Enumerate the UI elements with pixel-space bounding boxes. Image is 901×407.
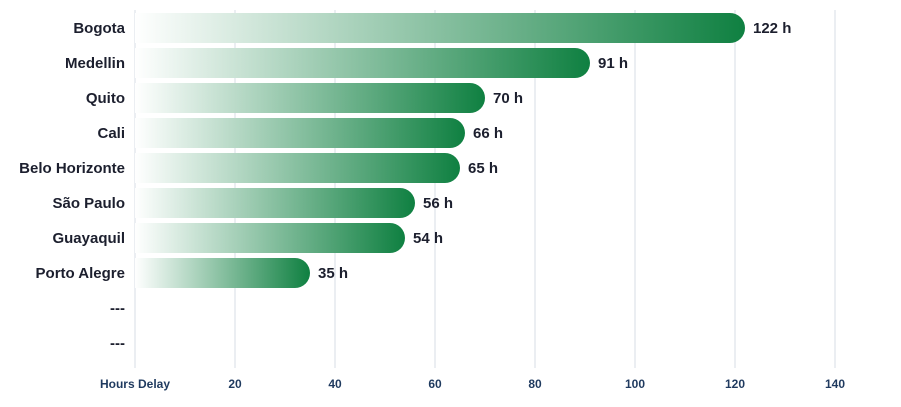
bar bbox=[135, 48, 590, 78]
data-label: 122 h bbox=[753, 20, 791, 37]
category-label: Belo Horizonte bbox=[19, 160, 125, 177]
x-tick-label: 40 bbox=[328, 377, 342, 391]
x-tick-label: 120 bbox=[725, 377, 745, 391]
category-label: Bogota bbox=[73, 20, 125, 37]
x-tick-label: 100 bbox=[625, 377, 645, 391]
category-label: --- bbox=[110, 300, 125, 317]
x-axis: Hours Delay 20 40 60 80 100 120 140 bbox=[100, 377, 845, 391]
data-label: 54 h bbox=[413, 230, 443, 247]
bar bbox=[135, 83, 485, 113]
category-label: Guayaquil bbox=[52, 230, 125, 247]
bar bbox=[135, 118, 465, 148]
data-label: 70 h bbox=[493, 90, 523, 107]
category-label: São Paulo bbox=[52, 195, 125, 212]
x-tick-label: 20 bbox=[228, 377, 242, 391]
category-label: Cali bbox=[97, 125, 125, 142]
bar bbox=[135, 153, 460, 183]
data-label: 91 h bbox=[598, 55, 628, 72]
bars bbox=[135, 13, 745, 288]
bar bbox=[135, 223, 405, 253]
data-label: 56 h bbox=[423, 195, 453, 212]
bar bbox=[135, 188, 415, 218]
category-label: Medellin bbox=[65, 55, 125, 72]
data-label: 35 h bbox=[318, 265, 348, 282]
category-label: Porto Alegre bbox=[36, 265, 125, 282]
bar bbox=[135, 258, 310, 288]
x-tick-label: 140 bbox=[825, 377, 845, 391]
x-axis-title: Hours Delay bbox=[100, 377, 170, 391]
category-label: Quito bbox=[86, 90, 125, 107]
category-label: --- bbox=[110, 335, 125, 352]
data-label: 66 h bbox=[473, 125, 503, 142]
bar bbox=[135, 13, 745, 43]
x-tick-label: 60 bbox=[428, 377, 442, 391]
x-tick-label: 80 bbox=[528, 377, 542, 391]
labels: Bogota 122 h Medellin 91 h Quito 70 h Cali 66 h… bbox=[19, 20, 791, 352]
data-label: 65 h bbox=[468, 160, 498, 177]
